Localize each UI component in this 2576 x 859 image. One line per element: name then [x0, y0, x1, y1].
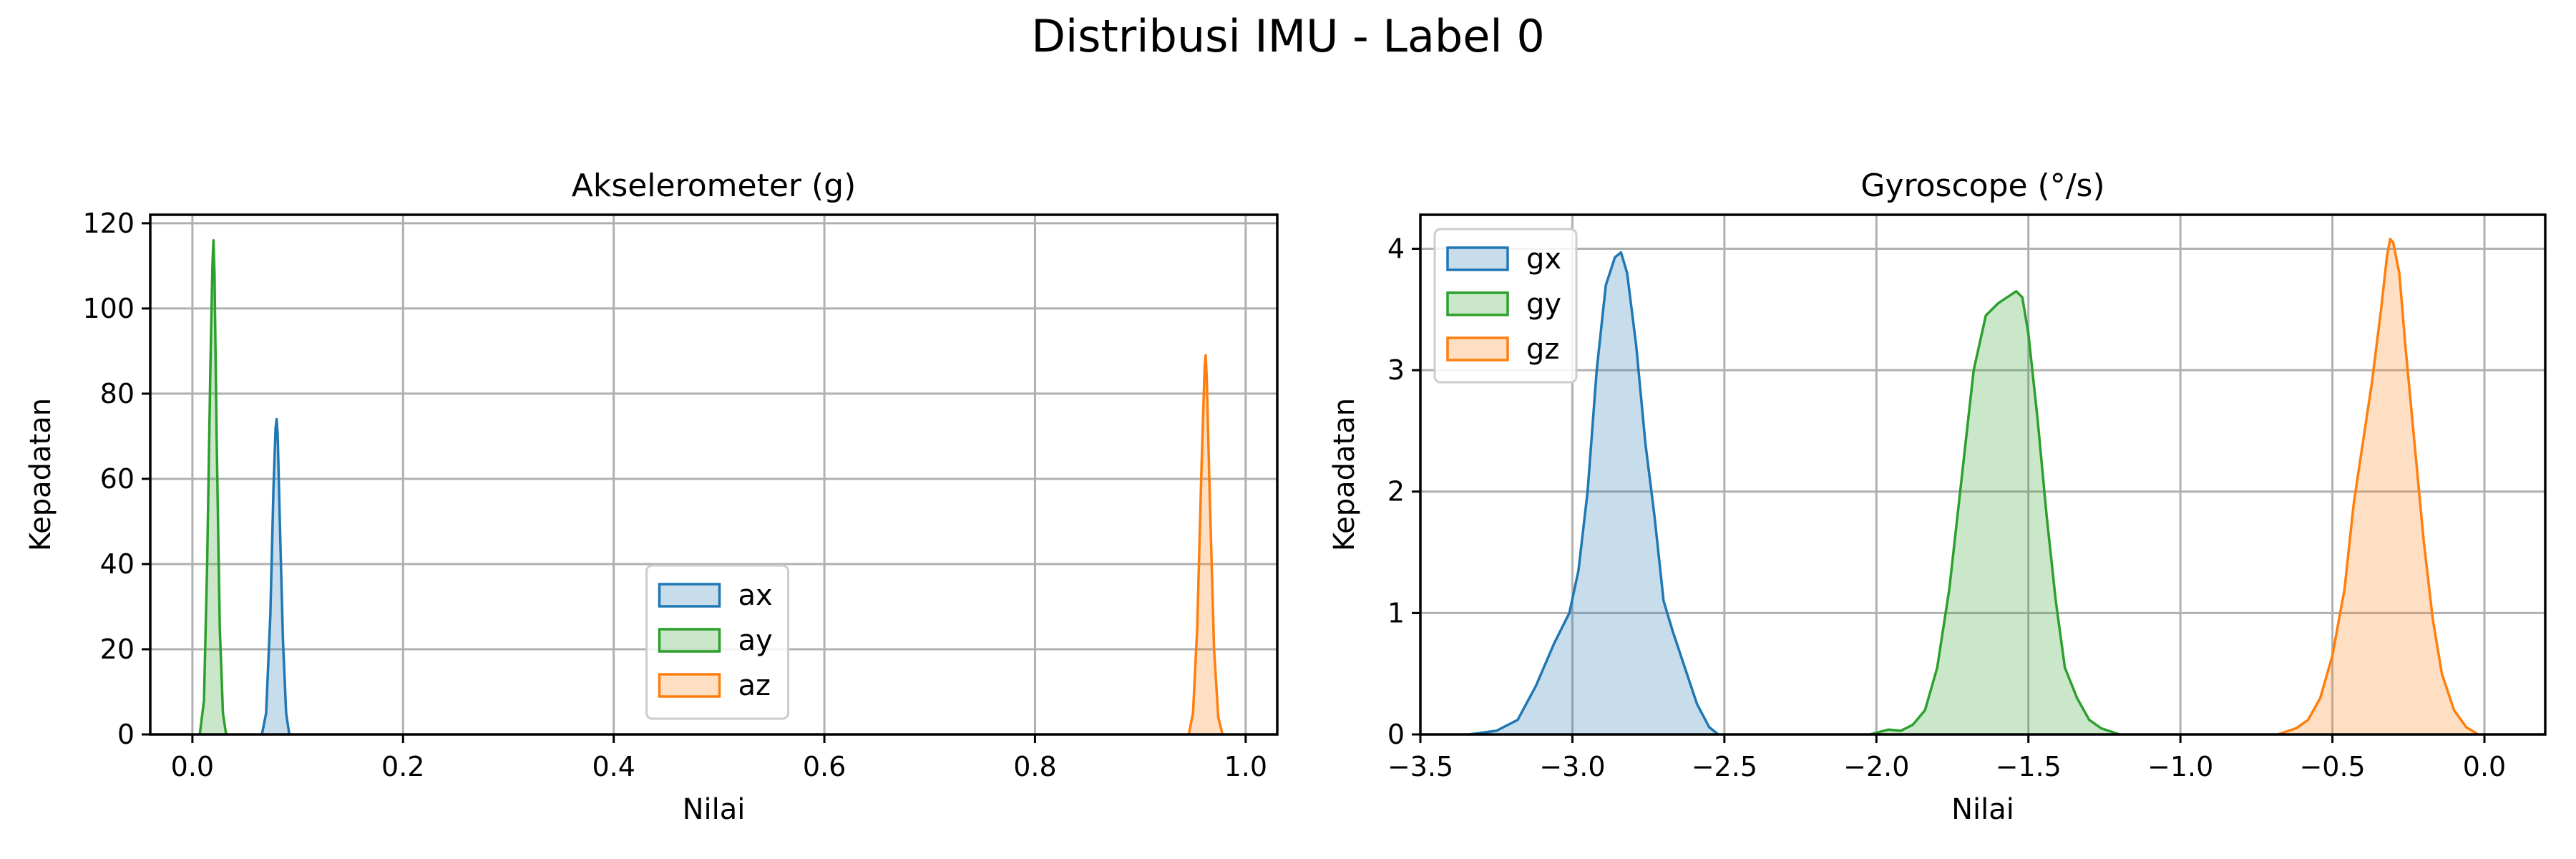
subplot-title: Gyroscope (°/s) [1860, 168, 2104, 204]
series-line-gz [2277, 238, 2479, 736]
x-tick-label: −2.0 [1843, 751, 1909, 782]
legend-swatch-ax [658, 583, 721, 608]
y-tick-label: 100 [82, 293, 135, 324]
x-tick-label: 0.2 [381, 751, 424, 782]
series-line-ax [260, 417, 291, 735]
legend-box [1433, 228, 1578, 384]
x-tick-label: −2.5 [1692, 751, 1757, 782]
series-area-gx [1468, 252, 1719, 734]
x-tick-label: 0.0 [171, 751, 214, 782]
series-area-gz [2278, 238, 2479, 734]
legend-label-gz: gz [1526, 333, 1559, 366]
x-tick-label: −3.5 [1387, 751, 1453, 782]
x-axis-label: Nilai [1951, 793, 2014, 826]
y-tick-label: 80 [100, 378, 135, 409]
x-tick-label: −3.0 [1539, 751, 1605, 782]
gyroscope-subplot: −3.5 −3.0 −2.5 −2.0 −1.5 −1.0 −0.5 0.0 0 1 2 3 4 Gyro… [1328, 168, 2547, 826]
x-tick-label: −1.0 [2147, 751, 2213, 782]
legend-label-gy: gy [1526, 288, 1561, 321]
axes-frame [149, 213, 1279, 736]
x-tick-label: 1.0 [1224, 751, 1267, 782]
legend: ax ay az [645, 564, 789, 720]
x-tick-label: −1.5 [1996, 751, 2062, 782]
y-tick-label: 3 [1387, 354, 1405, 386]
accelerometer-subplot: 0.0 0.2 0.4 0.6 0.8 1.0 0 20 40 60 80 100 120 Akseler… [24, 168, 1279, 826]
x-tick-label: 0.4 [592, 751, 635, 782]
legend-label-ax: ax [738, 579, 773, 612]
legend-box [645, 564, 789, 720]
y-tick-label: 40 [100, 548, 135, 580]
series-line-gx [1468, 251, 1719, 736]
x-tick-label: 0.8 [1013, 751, 1056, 782]
legend-swatch-ay [658, 628, 721, 653]
y-tick-label: 2 [1387, 476, 1405, 508]
legend-swatch-gz [1446, 336, 1509, 361]
y-axis-label: Kepadatan [24, 398, 57, 551]
series-area-gy [1870, 291, 2120, 734]
y-tick-label: 0 [117, 719, 135, 750]
x-tick-label: 0.0 [2463, 751, 2506, 782]
y-axis-label: Kepadatan [1328, 398, 1361, 551]
legend-swatch-az [658, 673, 721, 698]
legend: gx gy gz [1433, 228, 1578, 384]
series-line-az [1187, 354, 1224, 735]
series-line-ay [198, 238, 228, 735]
legend-label-az: az [738, 669, 771, 702]
legend-label-ay: ay [738, 624, 773, 657]
x-axis-label: Nilai [683, 793, 746, 826]
y-tick-label: 20 [100, 634, 135, 665]
figure-title: Distribusi IMU - Label 0 [1031, 10, 1545, 62]
axes-frame [1419, 213, 2547, 736]
series-line-gy [1870, 290, 2120, 736]
subplot-title: Akselerometer (g) [572, 168, 857, 204]
y-tick-label: 1 [1387, 597, 1405, 629]
y-tick-label: 60 [100, 463, 135, 495]
y-tick-label: 0 [1387, 719, 1405, 750]
x-tick-label: 0.6 [803, 751, 846, 782]
legend-label-gx: gx [1526, 243, 1561, 276]
y-tick-label: 120 [82, 208, 135, 239]
legend-swatch-gx [1446, 246, 1509, 271]
legend-swatch-gy [1446, 291, 1509, 316]
x-tick-label: −0.5 [2299, 751, 2365, 782]
y-tick-label: 4 [1387, 233, 1405, 264]
